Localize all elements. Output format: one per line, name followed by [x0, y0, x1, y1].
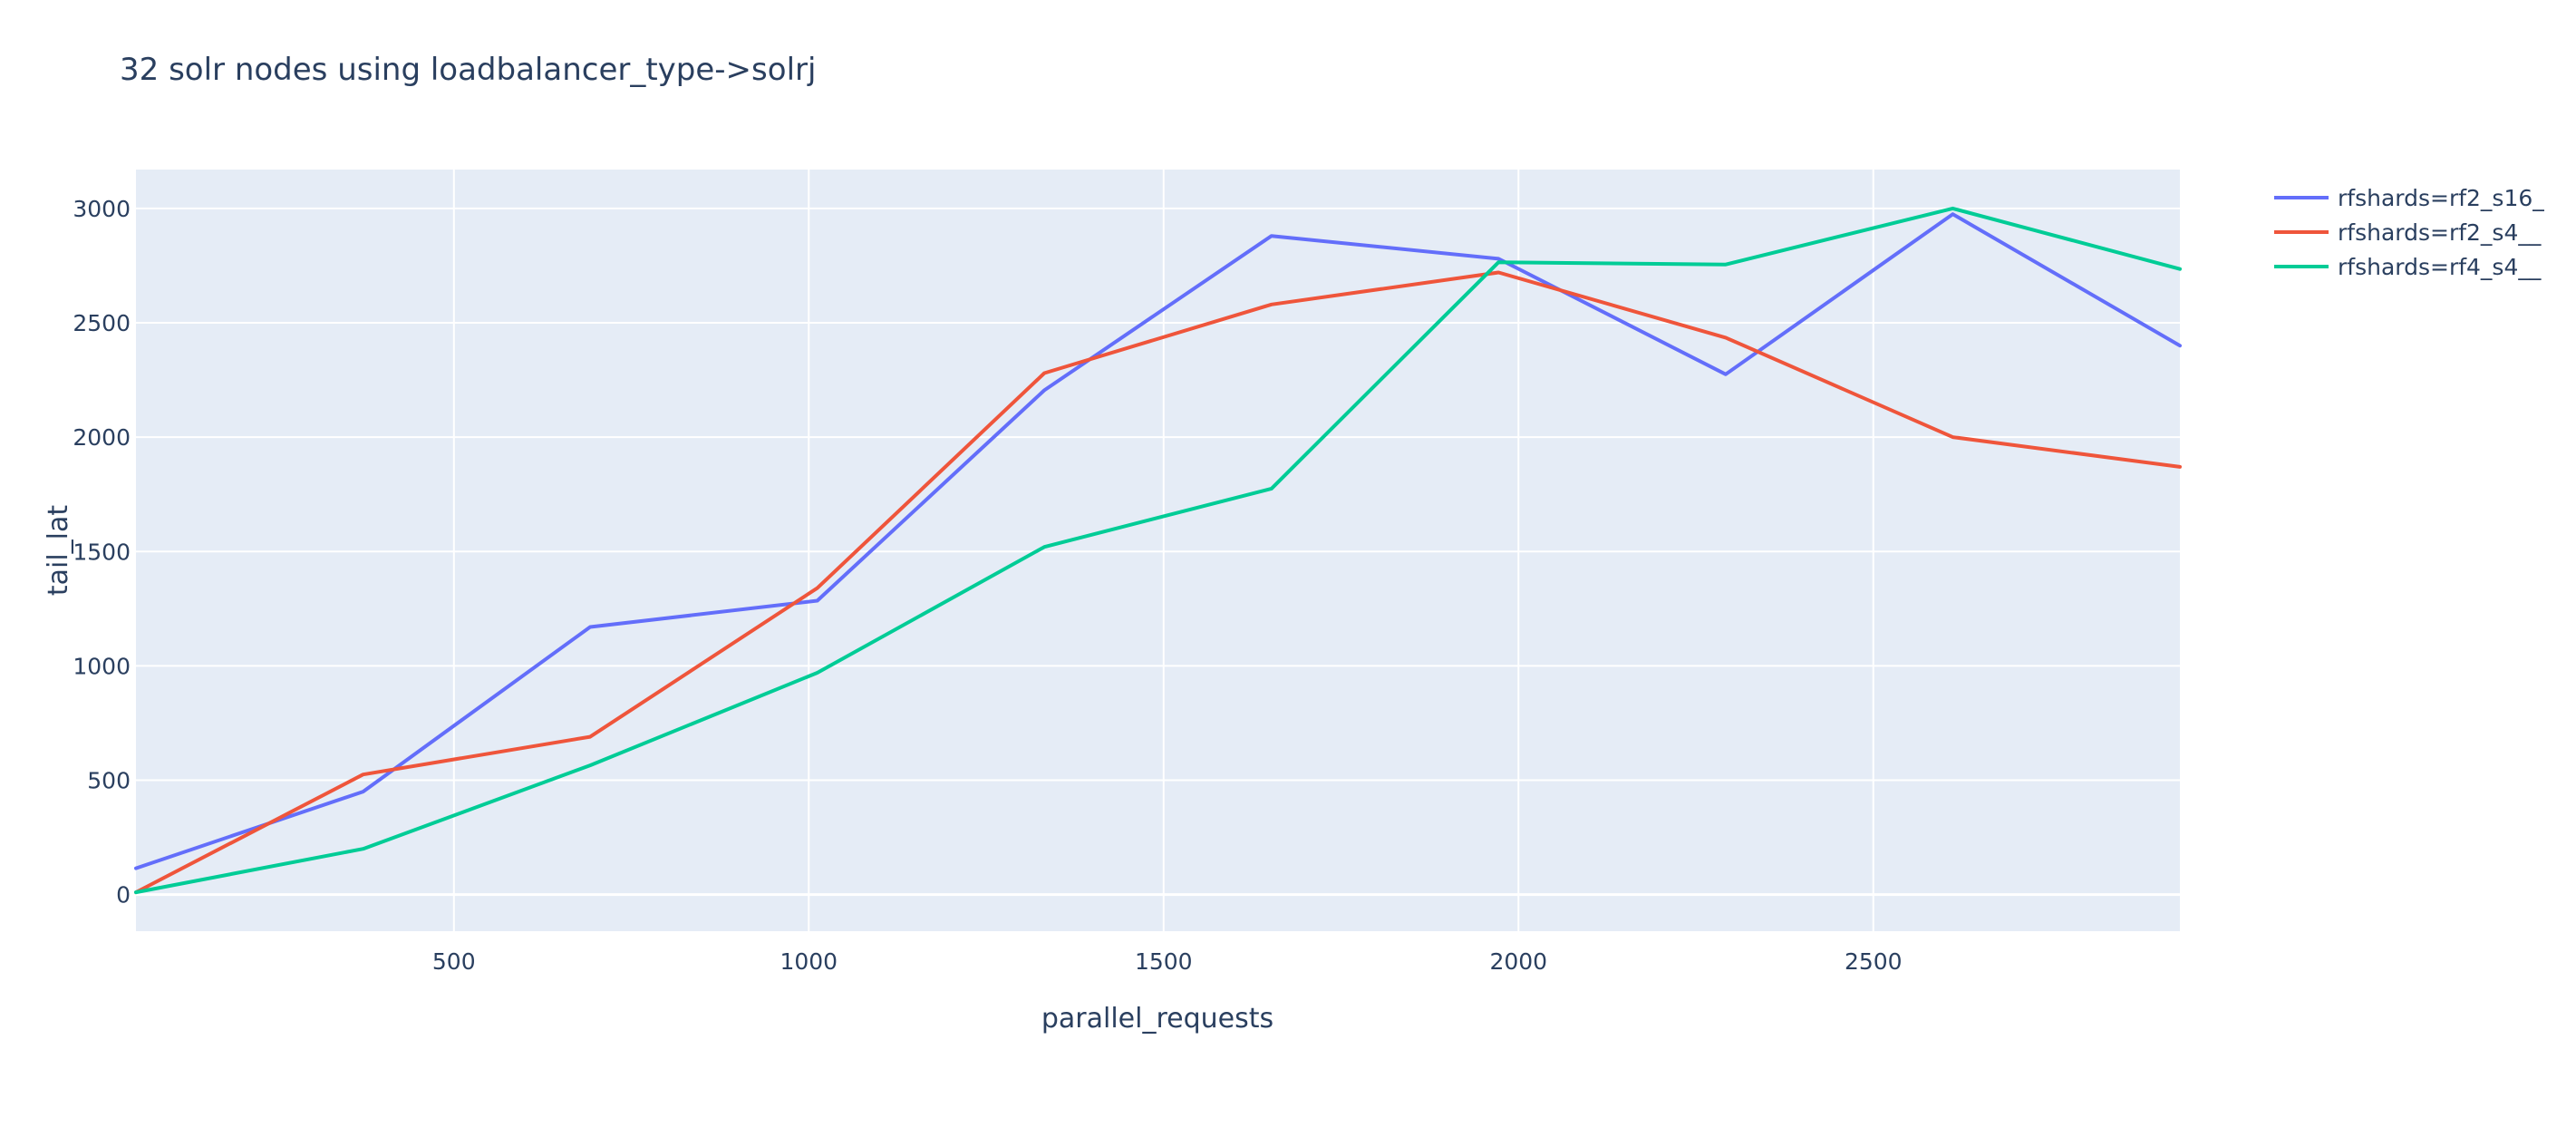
- y-axis-title: tail_lat: [43, 505, 74, 597]
- x-tick-label: 1500: [1135, 948, 1193, 975]
- x-axis-title: parallel_requests: [1041, 1003, 1273, 1035]
- legend-item-3[interactable]: rfshards=rf4_s4__: [2274, 254, 2542, 280]
- plot-area: [136, 170, 2180, 931]
- x-tick-label: 500: [432, 948, 476, 975]
- y-axis-ticks: 0 500 1000 1500 2000 2500 3000: [73, 196, 131, 909]
- y-tick-label: 3000: [73, 196, 131, 222]
- y-tick-label: 2000: [73, 424, 131, 451]
- y-tick-label: 1000: [73, 653, 131, 679]
- grid-lines: [136, 170, 2180, 931]
- x-tick-label: 2000: [1489, 948, 1547, 975]
- x-tick-label: 2500: [1845, 948, 1903, 975]
- x-axis-ticks: 500 1000 1500 2000 2500: [432, 948, 1903, 975]
- legend-label: rfshards=rf2_s16_: [2338, 185, 2544, 211]
- series-lines: [134, 206, 2182, 895]
- series-line-1: [134, 212, 2182, 870]
- legend-item-1[interactable]: rfshards=rf2_s16_: [2274, 185, 2544, 211]
- series-line-3: [134, 206, 2182, 895]
- legend-item-2[interactable]: rfshards=rf2_s4__: [2274, 219, 2542, 246]
- chart-title: 32 solr nodes using loadbalancer_type->s…: [120, 52, 816, 88]
- legend[interactable]: rfshards=rf2_s16_ rfshards=rf2_s4__rfshar…: [2274, 185, 2544, 280]
- x-tick-label: 1000: [780, 948, 838, 975]
- y-tick-label: 0: [116, 882, 131, 909]
- y-tick-label: 2500: [73, 310, 131, 336]
- y-tick-label: 1500: [73, 539, 131, 565]
- series-line-2: [134, 270, 2182, 895]
- legend-label: rfshards=rf4_s4__: [2338, 254, 2542, 280]
- y-tick-label: 500: [87, 768, 131, 794]
- legend-label: rfshards=rf2_s4__: [2338, 219, 2542, 246]
